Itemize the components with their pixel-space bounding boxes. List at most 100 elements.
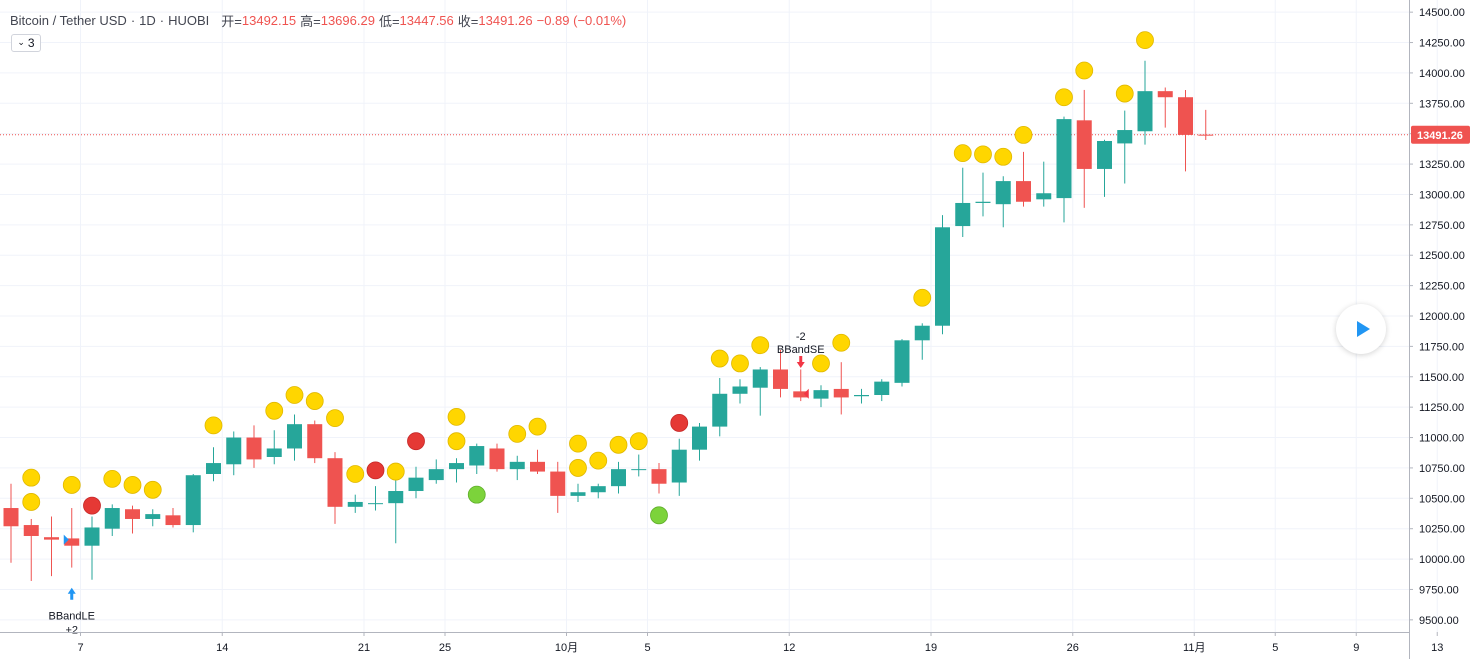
- signal-dot: [589, 451, 608, 470]
- indicator-collapse-button[interactable]: ⌄ 3: [11, 34, 41, 52]
- y-tick-label: 9750.00: [1419, 584, 1459, 596]
- trade-label: BBandSE: [777, 344, 825, 356]
- candle-body: [307, 424, 323, 459]
- candle-body: [590, 486, 606, 493]
- candle: [955, 167, 971, 237]
- signal-dot: [710, 349, 729, 368]
- signal-dots: [22, 31, 1154, 525]
- buy-arrow-icon: [67, 587, 76, 600]
- signal-dot: [83, 496, 101, 515]
- candle: [307, 420, 323, 464]
- candle-body: [1137, 91, 1153, 132]
- interval-label[interactable]: 1D: [139, 12, 156, 28]
- candle: [732, 379, 748, 404]
- signal-dot: [366, 461, 385, 480]
- candle-body: [3, 508, 19, 527]
- candle-body: [935, 227, 950, 326]
- candle-body: [813, 390, 829, 399]
- candle-body: [550, 471, 566, 496]
- signal-dot: [569, 459, 587, 477]
- candle-body: [165, 515, 181, 526]
- candle: [590, 483, 606, 499]
- candle-body: [368, 503, 383, 505]
- candle-body: [469, 446, 485, 466]
- candle-body: [611, 469, 626, 487]
- last-price-label: 13491.26: [1417, 130, 1463, 142]
- signal-dot: [1014, 126, 1033, 144]
- candle: [347, 494, 363, 513]
- y-tick-label: 14250.00: [1419, 38, 1465, 50]
- high-label: 高=: [300, 13, 321, 29]
- candle-body: [44, 537, 59, 540]
- x-tick-label: 5: [644, 642, 650, 654]
- candle: [226, 431, 242, 476]
- signal-dot: [650, 506, 668, 525]
- candle-body: [995, 181, 1011, 205]
- candle-body: [206, 463, 221, 474]
- signal-dot: [974, 145, 992, 164]
- high-value: 13696.29: [320, 12, 375, 28]
- signal-dot: [1075, 61, 1094, 80]
- candle-body: [388, 491, 404, 504]
- candle: [752, 367, 768, 416]
- candle: [266, 430, 282, 465]
- y-tick-label: 10500.00: [1419, 493, 1465, 505]
- candle-body: [955, 202, 971, 227]
- candle-body: [651, 469, 667, 484]
- candle: [469, 443, 485, 474]
- signal-dot: [143, 480, 162, 499]
- candle-body: [773, 369, 788, 389]
- candle-body: [1198, 134, 1214, 136]
- candle: [125, 505, 140, 534]
- x-tick-label: 21: [358, 642, 370, 654]
- candle-body: [1178, 97, 1193, 135]
- candle-body: [327, 458, 343, 507]
- candle-body: [530, 461, 545, 472]
- signal-dot: [305, 392, 324, 410]
- candle-body: [104, 508, 120, 529]
- candle: [712, 377, 728, 437]
- candle-body: [1016, 181, 1031, 202]
- candle-body: [23, 525, 39, 536]
- candle: [1178, 89, 1193, 172]
- signal-dot: [62, 476, 81, 494]
- y-tick-label: 14500.00: [1419, 7, 1465, 19]
- y-tick-label: 11000.00: [1419, 433, 1464, 445]
- candle-body: [226, 437, 242, 465]
- candle: [1157, 87, 1173, 128]
- candle: [428, 459, 444, 484]
- close-value: 13491.26: [478, 12, 533, 28]
- candle-body: [64, 538, 80, 546]
- y-tick-label: 10250.00: [1419, 524, 1465, 536]
- open-value: 13492.15: [241, 12, 297, 28]
- symbol-name[interactable]: Bitcoin / Tether USD: [10, 12, 127, 28]
- signal-dot: [265, 401, 284, 420]
- x-tick-label: 5: [1272, 642, 1278, 654]
- signal-dot: [346, 465, 365, 483]
- y-tick-label: 12250.00: [1419, 281, 1465, 293]
- signal-dot: [994, 147, 1013, 166]
- signal-dot: [447, 432, 466, 451]
- signal-dot: [326, 409, 344, 427]
- signal-dot: [447, 407, 466, 426]
- candle: [671, 438, 687, 496]
- x-tick-label: 14: [216, 642, 228, 654]
- candle: [530, 449, 545, 474]
- sell-arrow-icon: [796, 356, 805, 369]
- y-tick-label: 10750.00: [1419, 463, 1465, 475]
- y-tick-label: 11250.00: [1419, 402, 1464, 414]
- candle-body: [793, 391, 809, 398]
- signal-dot: [832, 333, 851, 352]
- signal-dot: [731, 354, 749, 373]
- candle: [550, 461, 566, 513]
- candle-body: [489, 448, 505, 470]
- candle-body: [1036, 193, 1052, 200]
- candle-body: [631, 469, 647, 471]
- y-tick-label: 10000.00: [1419, 554, 1465, 566]
- replay-play-button[interactable]: [1336, 304, 1386, 354]
- candle-body: [84, 527, 100, 546]
- candle: [44, 516, 59, 577]
